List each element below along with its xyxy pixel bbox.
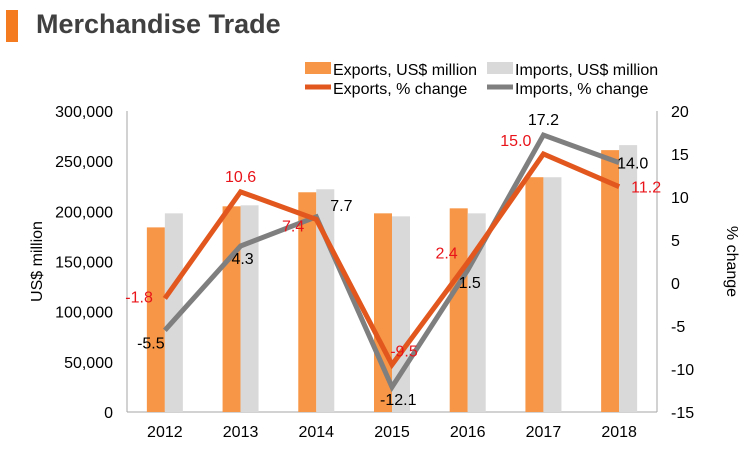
legend-imports-line-label: Imports, % change [515, 81, 649, 98]
imports-change-label: 4.3 [231, 251, 253, 268]
left-tick-label: 100,000 [55, 305, 113, 322]
legend-exports-bar-swatch [305, 62, 331, 74]
right-tick-label: 20 [671, 104, 689, 121]
imports-bar [240, 205, 259, 412]
left-tick-label: 250,000 [55, 154, 113, 171]
x-tick-label: 2017 [526, 424, 562, 441]
right-tick-label: 5 [671, 233, 680, 250]
left-tick-label: 200,000 [55, 204, 113, 221]
x-tick-label: 2013 [223, 424, 259, 441]
left-tick-label: 0 [104, 405, 113, 422]
right-tick-label: 15 [671, 147, 689, 164]
exports-bar [146, 227, 165, 412]
y-axis-title: US$ million [29, 221, 46, 302]
imports-change-label: 1.5 [459, 275, 481, 292]
x-tick-label: 2015 [374, 424, 410, 441]
exports-change-label: 11.2 [631, 180, 661, 197]
exports-change-label: 10.6 [225, 169, 256, 186]
legend-exports-bar-label: Exports, US$ million [333, 62, 477, 79]
imports-bar [164, 213, 183, 412]
page-title: Merchandise Trade [36, 9, 281, 39]
exports-change-label: 2.4 [435, 245, 457, 262]
exports-change-label: 15.0 [500, 133, 531, 150]
exports-change-label: 7.4 [282, 218, 304, 235]
left-tick-label: 50,000 [64, 355, 113, 372]
x-tick-label: 2012 [147, 424, 183, 441]
imports-change-label: -5.5 [137, 335, 165, 352]
right-tick-label: 0 [671, 276, 680, 293]
exports-bar [525, 177, 544, 412]
imports-change-label: -12.1 [380, 392, 417, 409]
exports-bar [298, 192, 317, 412]
legend-exports-line-label: Exports, % change [333, 81, 467, 98]
left-tick-label: 150,000 [55, 255, 113, 272]
imports-change-label: 17.2 [528, 112, 559, 129]
x-tick-label: 2014 [298, 424, 334, 441]
exports-bar [222, 206, 241, 412]
exports-change-label: -1.8 [125, 289, 153, 306]
title-accent-bar [6, 10, 18, 42]
imports-change-label: 14.0 [617, 156, 648, 173]
right-tick-label: -5 [671, 319, 685, 336]
imports-bar [543, 177, 562, 412]
right-tick-label: 10 [671, 190, 689, 207]
left-tick-label: 300,000 [55, 104, 113, 121]
right-tick-label: -10 [671, 362, 694, 379]
imports-bar [619, 145, 638, 412]
exports-bar [601, 150, 620, 412]
x-tick-label: 2016 [450, 424, 486, 441]
imports-change-line [162, 132, 620, 393]
imports-change-label: 7.7 [330, 198, 352, 215]
exports-change-label: -9.5 [390, 344, 418, 361]
legend-imports-bar-swatch [487, 62, 513, 74]
x-tick-label: 2018 [601, 424, 637, 441]
exports-change-line [162, 150, 621, 370]
exports-bar [449, 208, 468, 412]
right-tick-label: -15 [671, 405, 694, 422]
legend-imports-bar-label: Imports, US$ million [515, 62, 658, 79]
y2-axis-title: % change [723, 226, 740, 297]
